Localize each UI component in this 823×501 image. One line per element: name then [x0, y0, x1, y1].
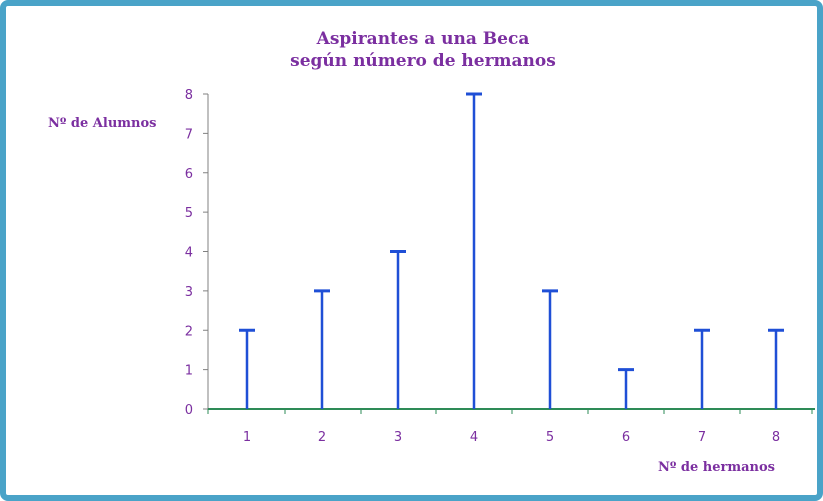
x-tick-label: 2 — [318, 430, 326, 445]
x-tick-label: 5 — [546, 430, 554, 445]
y-tick-label: 6 — [185, 167, 193, 182]
x-tick-label: 4 — [470, 430, 478, 445]
y-tick-label: 3 — [185, 285, 193, 300]
y-tick-label: 7 — [185, 127, 193, 142]
bars — [239, 92, 784, 409]
x-axis-label: Nº de hermanos — [658, 460, 775, 475]
x-tick-label: 7 — [698, 430, 706, 445]
y-tick-label: 1 — [185, 364, 193, 379]
y-tick-label: 4 — [185, 246, 193, 261]
x-tick-label: 8 — [772, 430, 780, 445]
y-tick-label: 0 — [185, 403, 193, 418]
y-tick-label: 8 — [185, 88, 193, 103]
y-tick-label: 2 — [185, 324, 193, 339]
x-tick-label: 6 — [622, 430, 630, 445]
x-tick-label: 3 — [394, 430, 402, 445]
x-tick-label: 1 — [243, 430, 251, 445]
y-tick-label: 5 — [185, 206, 193, 221]
y-ticks: 0 1 2 3 4 5 6 7 8 — [185, 88, 208, 418]
chart-title-line-1: Aspirantes a una Beca — [316, 29, 530, 49]
y-axis-label: Nº de Alumnos — [48, 116, 156, 131]
x-ticks: 1 2 3 4 5 6 7 8 — [207, 409, 813, 445]
chart-title-line-2: según número de hermanos — [290, 51, 556, 71]
